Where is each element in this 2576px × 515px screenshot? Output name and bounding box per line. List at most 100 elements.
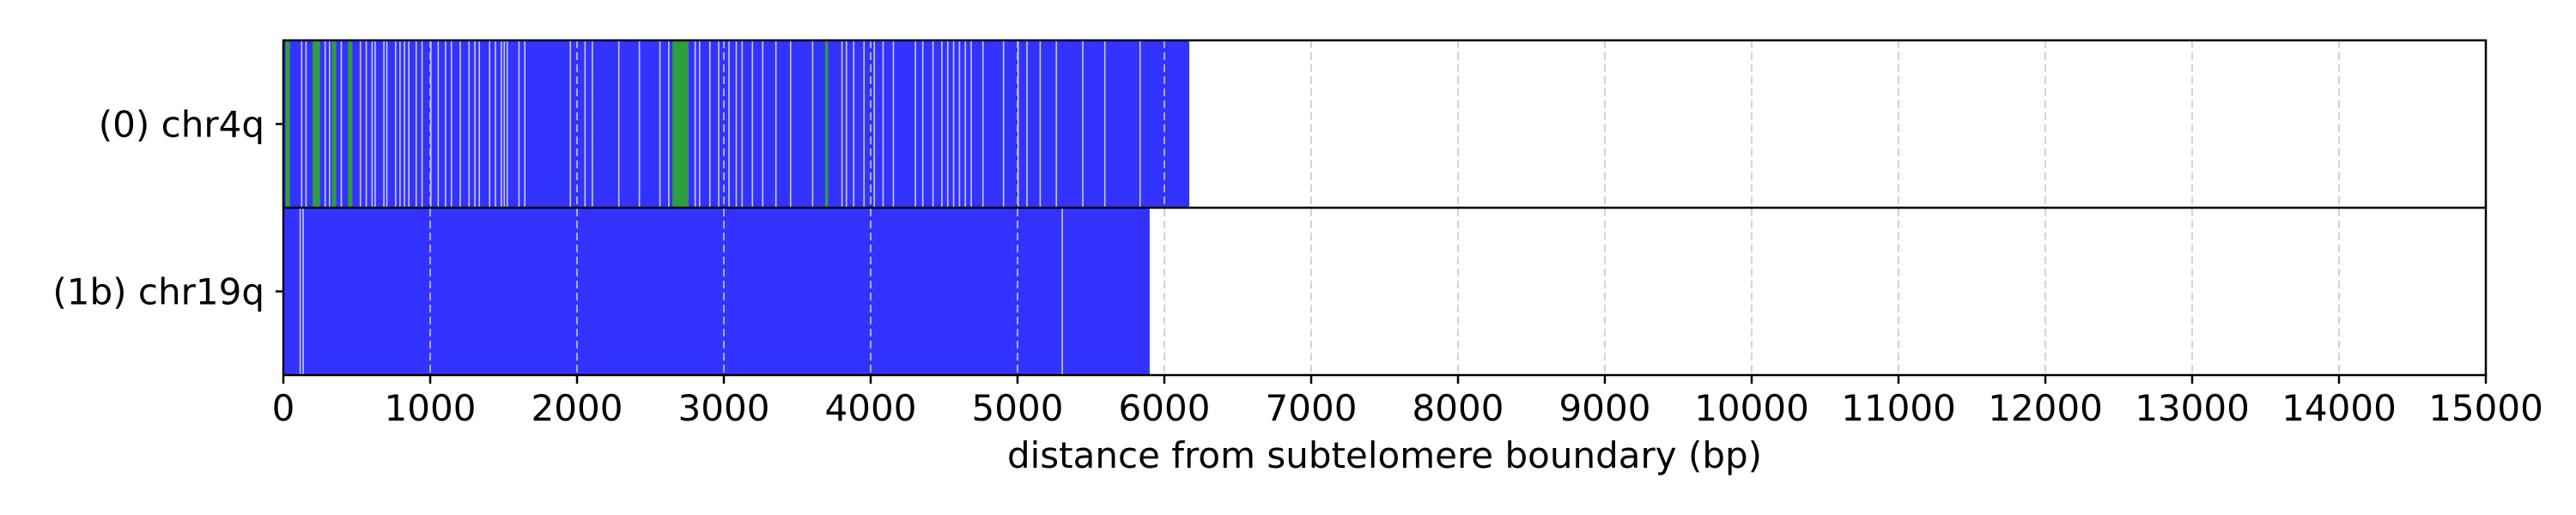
track-gap-mark: [941, 40, 943, 208]
track-gap-mark: [1082, 40, 1084, 208]
track-gap-mark: [1061, 208, 1063, 375]
track-gap-mark: [478, 40, 481, 208]
track-gap-mark: [430, 40, 432, 208]
track-gap-mark: [506, 40, 508, 208]
track-gap-mark: [762, 40, 764, 208]
x-tick-label: 7000: [1266, 387, 1358, 429]
track-gap-mark: [873, 40, 876, 208]
track-gap-mark: [359, 40, 361, 208]
track-gap-mark: [659, 40, 661, 208]
track-gap-mark: [853, 40, 855, 208]
track-gap-mark: [811, 40, 814, 208]
track-gap-mark: [495, 40, 496, 208]
track-gap-mark: [914, 40, 916, 208]
track-gap-mark: [340, 40, 343, 208]
track-labels: (0) chr4q (1b) chr19q: [52, 104, 283, 313]
track-gap-mark: [775, 40, 777, 208]
track-gap-mark: [301, 40, 303, 208]
track-gap-mark: [952, 40, 955, 208]
track-gap-mark: [735, 40, 738, 208]
track-gap-mark: [445, 40, 447, 208]
track-gap-mark: [324, 40, 326, 208]
track-gap-mark: [728, 40, 730, 208]
x-axis: 0 1000 2000 3000 4000 5000 6000 7000 8000 9000 100…: [272, 375, 2543, 429]
x-tick-label: 5000: [972, 387, 1064, 429]
x-tick-label: 13000: [2135, 387, 2250, 429]
x-tick-label: 15000: [2428, 387, 2543, 429]
track-gap-mark: [450, 40, 453, 208]
track-gap-mark: [970, 40, 972, 208]
track-gap-mark: [421, 40, 423, 208]
track-gap-mark: [524, 40, 526, 208]
track-gap-mark: [408, 40, 410, 208]
track-gap-mark: [921, 40, 924, 208]
track-gap-mark: [302, 208, 304, 375]
track-gap-mark: [399, 40, 401, 208]
x-tick-label: 14000: [2281, 387, 2397, 429]
track-gap-mark: [468, 40, 471, 208]
grid-lines: [429, 40, 2340, 375]
x-tick-label: 12000: [1988, 387, 2103, 429]
track-gap-mark: [371, 40, 374, 208]
track-gap-mark: [617, 40, 620, 208]
track-gap-mark: [638, 40, 641, 208]
track-label: (0) chr4q: [99, 104, 264, 146]
track-bar: [283, 208, 1150, 375]
track-gap-mark: [1103, 40, 1106, 208]
secondary-segment: [672, 40, 689, 208]
track-gap-mark: [394, 40, 397, 208]
x-tick-label: 0: [272, 387, 295, 429]
track-0: [283, 40, 1190, 208]
track-gap-mark: [329, 40, 331, 208]
track-gap-mark: [386, 40, 388, 208]
track-gap-mark: [958, 40, 961, 208]
secondary-segment: [824, 40, 829, 208]
track-gap-mark: [1002, 40, 1005, 208]
track-gap-mark: [1026, 40, 1028, 208]
track-gap-mark: [404, 40, 405, 208]
track-gap-mark: [299, 208, 301, 375]
x-tick-label: 2000: [532, 387, 623, 429]
track-gap-mark: [1139, 40, 1141, 208]
track-gap-mark: [698, 40, 701, 208]
x-tick-label: 1000: [385, 387, 477, 429]
track-gap-mark: [415, 40, 417, 208]
track-gap-mark: [845, 40, 848, 208]
tracks: [283, 40, 1190, 375]
track-gap-mark: [1055, 40, 1058, 208]
track-1: [283, 208, 1150, 375]
track-gap-mark: [708, 40, 711, 208]
track-gap-mark: [1039, 40, 1042, 208]
track-gap-mark: [584, 40, 586, 208]
track-gap-mark: [892, 40, 895, 208]
track-gap-mark: [841, 40, 843, 208]
track-gap-mark: [946, 40, 949, 208]
track-gap-mark: [365, 40, 368, 208]
secondary-segment: [331, 40, 337, 208]
track-gap-mark: [1018, 40, 1019, 208]
x-tick-label: 11000: [1841, 387, 1956, 429]
track-gap-mark: [668, 40, 670, 208]
secondary-segment: [348, 40, 353, 208]
track-gap-mark: [932, 40, 934, 208]
track-label: (1b) chr19q: [52, 271, 264, 313]
track-gap-mark: [503, 40, 506, 208]
track-gap-mark: [437, 40, 440, 208]
track-gap-mark: [459, 40, 461, 208]
track-gap-mark: [694, 40, 696, 208]
x-tick-label: 8000: [1413, 387, 1504, 429]
x-tick-label: 9000: [1559, 387, 1651, 429]
x-axis-title: distance from subtelomere boundary (bp): [1007, 434, 1762, 476]
x-tick-label: 4000: [825, 387, 917, 429]
x-tick-label: 10000: [1694, 387, 1809, 429]
track-gap-mark: [501, 40, 502, 208]
track-gap-mark: [592, 40, 593, 208]
track-gap-mark: [863, 40, 866, 208]
track-gap-mark: [882, 40, 884, 208]
x-tick-label: 6000: [1119, 387, 1211, 429]
track-gap-mark: [964, 40, 967, 208]
secondary-segment: [313, 40, 320, 208]
track-gap-mark: [305, 40, 307, 208]
